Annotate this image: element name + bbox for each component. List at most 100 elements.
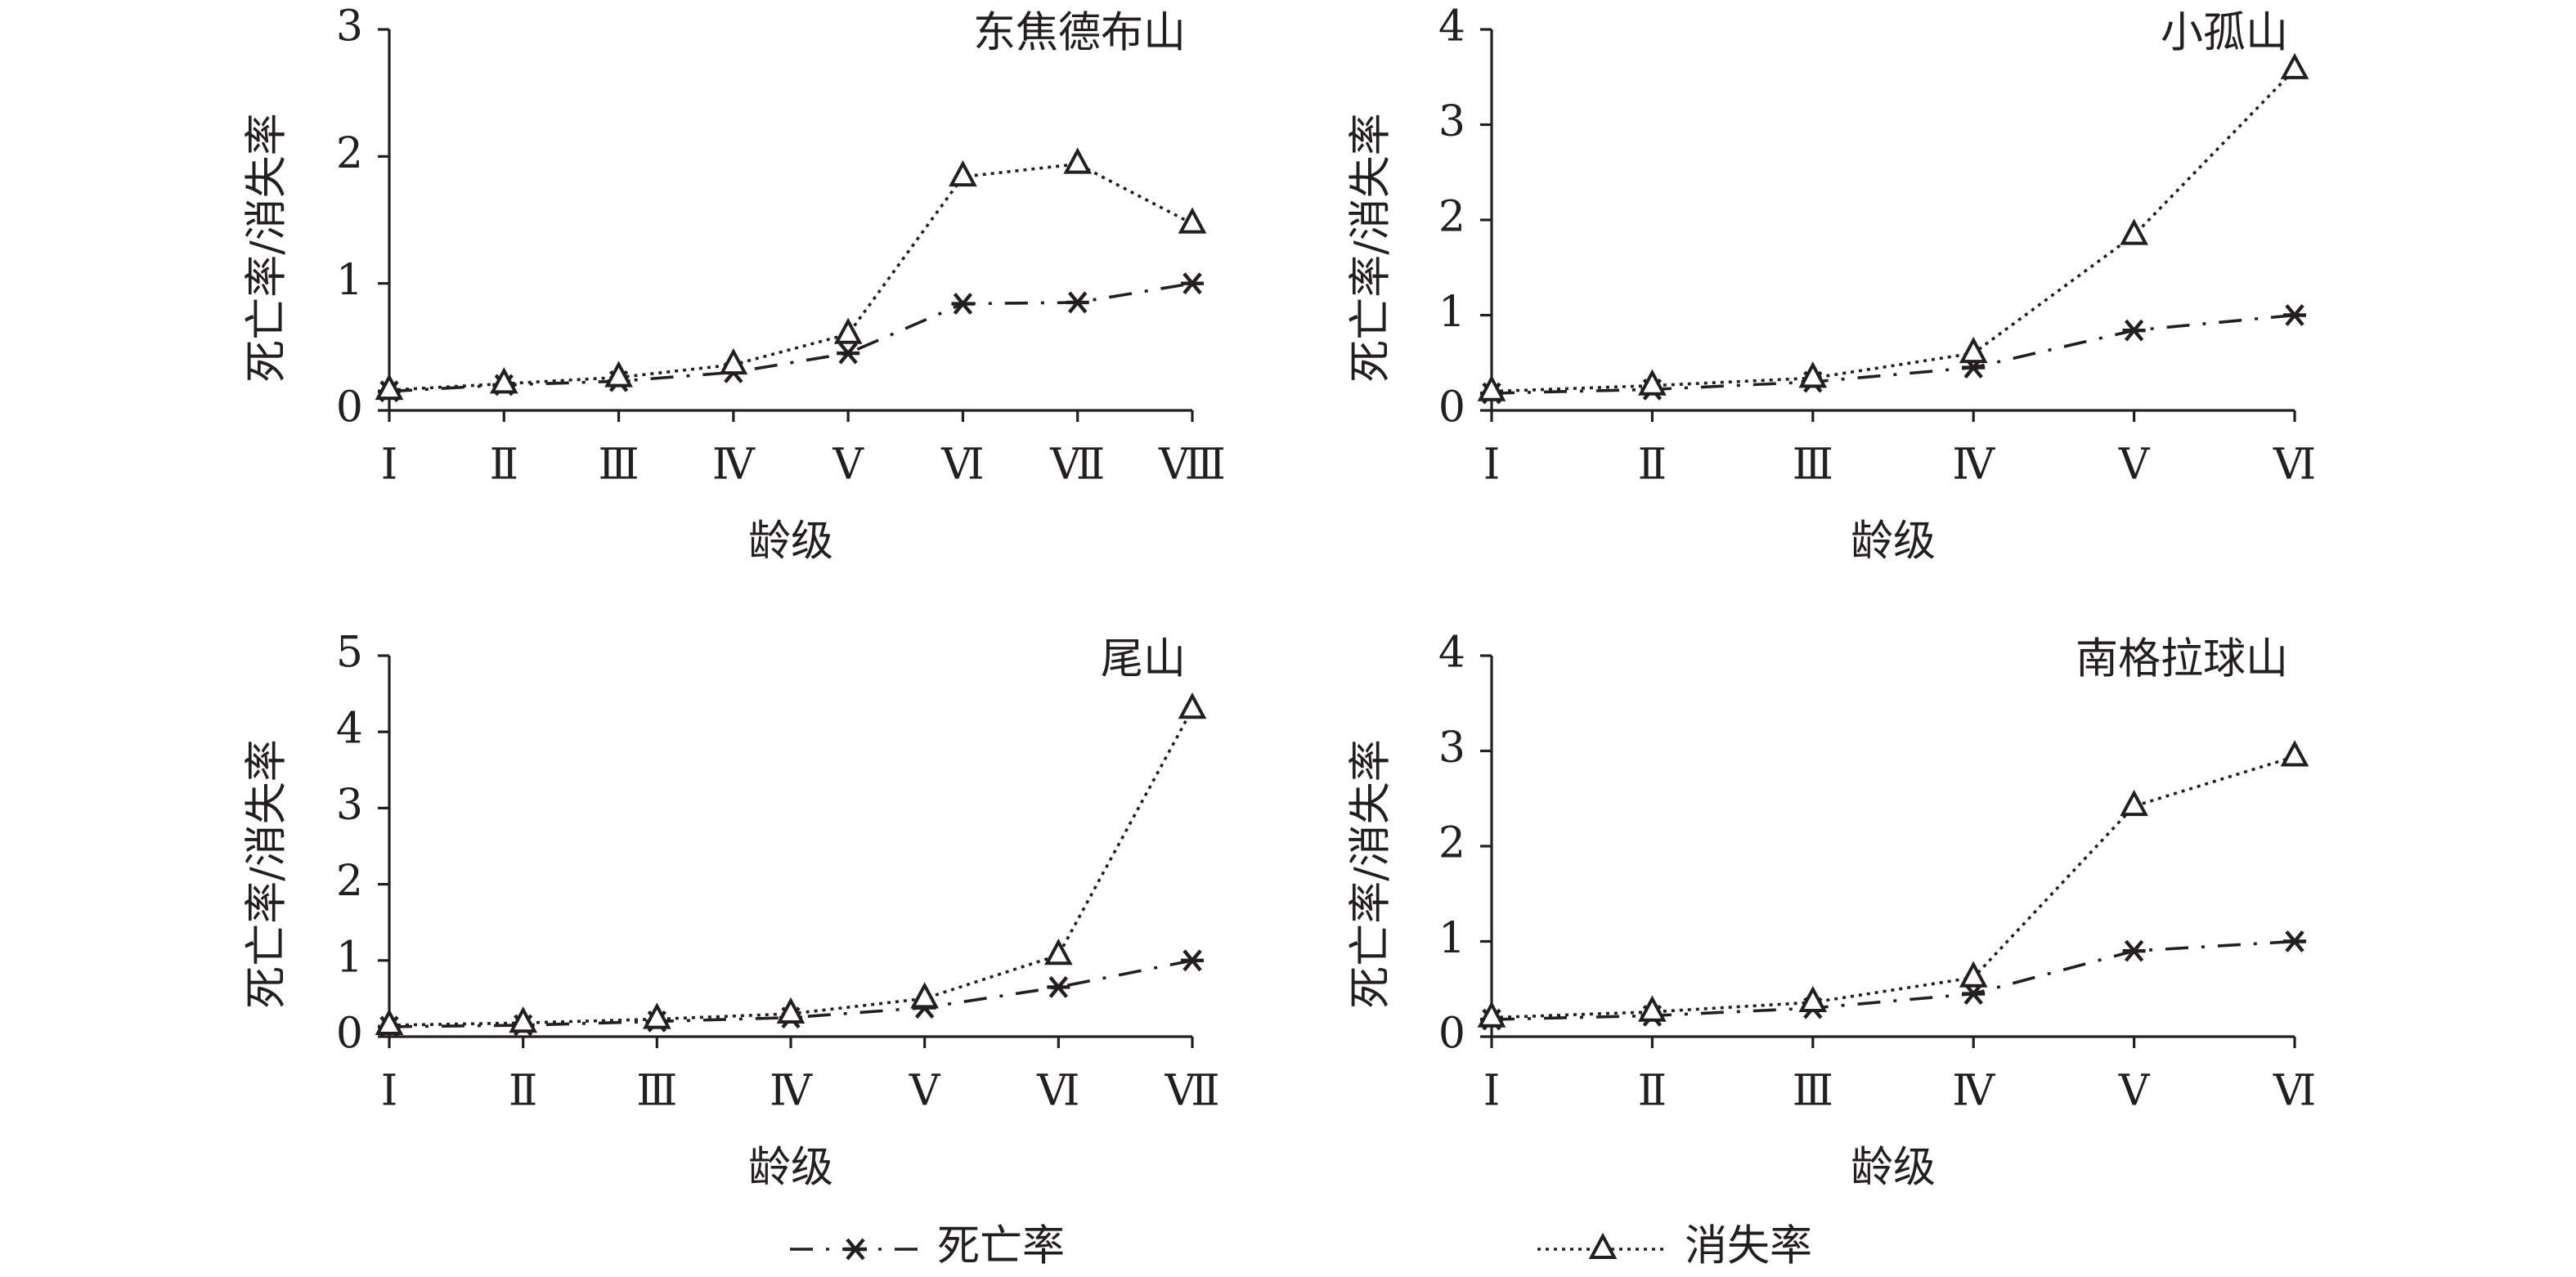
x-tick-label: Ⅵ [2273,441,2316,490]
y-tick-label: 5 [336,629,363,678]
triangle-marker [2280,52,2309,79]
asterisk-marker [2122,939,2146,962]
axes [1490,29,2295,412]
asterisk-marker [951,293,975,315]
x-tick-label: Ⅴ [2118,441,2151,490]
triangle-marker [2120,789,2148,817]
chart-title: 小孤山 [2161,9,2288,58]
series-line [1491,939,2296,1021]
triangle-marker [1638,995,1667,1022]
series-line [1491,68,2296,393]
y-tick-label: 1 [1438,288,1465,337]
x-tick-label: Ⅲ [598,441,639,490]
triangle-marker [1798,985,1828,1013]
x-tick-label: Ⅶ [1164,1067,1219,1116]
triangle-marker [949,159,977,187]
y-tick-label: 4 [1438,629,1465,678]
y-tick-label: 4 [1438,2,1465,52]
axes [388,656,1192,1038]
x-tick-label: Ⅱ [509,1067,537,1116]
asterisk-marker [2283,304,2306,326]
triangle-marker [1798,361,1828,388]
x-tick-label: Ⅰ [1483,1067,1501,1116]
axes [1490,656,2295,1038]
legend-marker [844,1238,867,1261]
triangle-marker [910,982,940,1009]
legend-marker [1588,1232,1618,1259]
triangle-marker [604,361,633,388]
chart-title: 南格拉球山 [2076,635,2288,684]
x-tick-label: Ⅰ [1483,441,1501,490]
asterisk-marker [2122,319,2146,342]
y-tick-label: 0 [1438,1010,1465,1059]
triangle-marker [1178,692,1207,719]
y-tick-label: 2 [1438,193,1465,242]
series-line [1491,313,2296,395]
asterisk-marker [1066,291,1089,314]
series-line [388,162,1193,392]
triangle-marker [1063,147,1093,174]
y-tick-label: 2 [336,129,363,178]
triangle-marker [375,373,404,401]
x-tick-label: Ⅲ [1793,441,1833,490]
series-line [1491,755,2296,1019]
y-tick-label: 1 [336,933,363,982]
y-tick-label: 0 [336,383,363,432]
triangle-marker [719,347,748,375]
triangle-marker [1959,336,1988,364]
asterisk-marker [2283,930,2306,952]
y-tick-label: 3 [336,781,363,830]
x-tick-label: Ⅵ [1036,1067,1079,1116]
y-tick-label: 4 [336,705,363,754]
x-axis-label: 龄级 [1851,518,1936,567]
x-tick-label: Ⅰ [381,1067,398,1116]
x-axis-label: 龄级 [1851,1144,1936,1193]
triangle-marker [2280,740,2309,767]
x-tick-label: Ⅴ [2118,1067,2151,1116]
triangle-marker [375,1008,404,1036]
x-tick-label: Ⅷ [1158,441,1226,490]
x-tick-label: Ⅵ [940,441,984,490]
x-tick-label: Ⅴ [832,441,864,490]
x-tick-label: Ⅴ [909,1067,941,1116]
x-axis-label: 龄级 [748,1144,833,1193]
asterisk-marker [837,342,860,365]
triangle-marker [1638,369,1667,396]
y-tick-label: 1 [336,256,363,305]
asterisk-marker [1181,949,1204,972]
triangle-marker [1477,1001,1506,1028]
y-tick-label: 3 [1438,724,1465,773]
triangle-marker [509,1006,538,1033]
triangle-marker [1043,939,1073,966]
triangle-marker [833,317,863,344]
y-axis-label: 死亡率/消失率 [1347,739,1396,1009]
triangle-marker [1178,207,1207,234]
x-tick-label: Ⅱ [1638,441,1667,490]
asterisk-marker [1181,272,1204,295]
y-tick-label: 1 [1438,914,1465,963]
triangle-marker [2120,218,2148,245]
legend-label: 死亡率 [937,1222,1065,1271]
x-axis-label: 龄级 [748,518,833,567]
x-tick-label: Ⅱ [1638,1067,1667,1116]
series-line [388,708,1194,1027]
x-tick-label: Ⅰ [381,441,398,490]
triangle-marker [776,997,806,1024]
asterisk-marker [1047,976,1070,998]
x-tick-label: Ⅳ [712,441,756,490]
x-tick-label: Ⅳ [1952,441,1995,490]
y-tick-label: 0 [336,1010,363,1059]
triangle-marker [489,367,518,394]
y-tick-label: 0 [1438,383,1465,432]
y-axis-label: 死亡率/消失率 [243,739,292,1009]
y-tick-label: 3 [336,2,363,52]
x-tick-label: Ⅶ [1049,441,1105,490]
triangle-marker [1959,961,1988,988]
x-tick-label: Ⅳ [770,1067,813,1116]
triangle-marker [1477,374,1506,401]
series-line [388,281,1193,393]
y-tick-label: 3 [1438,97,1465,146]
x-tick-label: Ⅲ [636,1067,677,1116]
